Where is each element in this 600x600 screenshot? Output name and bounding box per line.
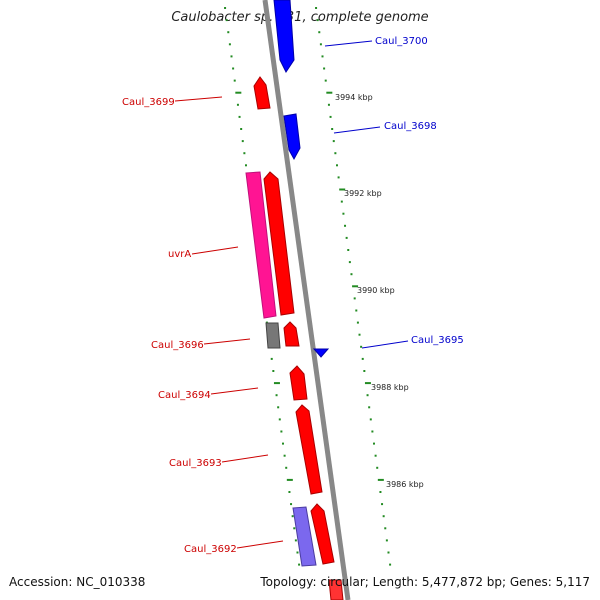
gene-caul-3694[interactable] xyxy=(289,365,308,401)
connector-caul-3696 xyxy=(203,338,251,345)
gene-purple[interactable] xyxy=(292,506,317,567)
gene-bottom[interactable] xyxy=(328,579,344,600)
connector-caul-3694 xyxy=(210,387,259,395)
scale-label: 3988 kbp xyxy=(371,383,409,392)
scale-label: 3992 kbp xyxy=(344,189,382,198)
connector-caul-3699 xyxy=(174,96,223,102)
connector-caul-3693 xyxy=(221,454,269,463)
label-caul-3695[interactable]: Caul_3695 xyxy=(411,335,464,346)
label-caul-3699[interactable]: Caul_3699 xyxy=(122,97,175,108)
accession-text: Accession: NC_010338 xyxy=(9,575,146,589)
gene-grey-3696[interactable] xyxy=(265,322,281,349)
gene-caul-3695[interactable] xyxy=(312,348,330,358)
topology-text: Topology: circular; Length: 5,477,872 bp… xyxy=(260,575,590,589)
map-title: Caulobacter sp. K31, complete genome xyxy=(171,10,429,25)
scale-label: 3986 kbp xyxy=(386,480,424,489)
connector-caul-3695 xyxy=(361,340,409,349)
gene-caul-3692[interactable] xyxy=(310,503,335,565)
gene-caul-3700[interactable] xyxy=(273,0,295,73)
genome-backbone xyxy=(262,0,351,600)
gene-caul-3693[interactable] xyxy=(295,404,323,495)
label-caul-3698[interactable]: Caul_3698 xyxy=(384,121,437,132)
label-caul-3694[interactable]: Caul_3694 xyxy=(158,390,211,401)
label-caul-3692[interactable]: Caul_3692 xyxy=(184,544,237,555)
connector-uvra xyxy=(191,246,239,255)
label-caul-3696[interactable]: Caul_3696 xyxy=(151,340,204,351)
label-caul-3700[interactable]: Caul_3700 xyxy=(375,36,428,47)
connector-caul-3698 xyxy=(333,126,381,134)
scale-label: 3994 kbp xyxy=(335,93,373,102)
scale-label: 3990 kbp xyxy=(357,286,395,295)
gene-caul-3699[interactable] xyxy=(253,76,271,110)
connector-caul-3692 xyxy=(236,540,284,549)
gene-caul-3696[interactable] xyxy=(283,321,300,347)
gene-uvra[interactable] xyxy=(245,171,277,319)
label-uvra[interactable]: uvrA xyxy=(168,249,191,260)
gene-caul-3698[interactable] xyxy=(283,113,301,161)
right-tick-track xyxy=(315,7,392,566)
gene-caul-3697[interactable] xyxy=(263,171,295,316)
label-caul-3693[interactable]: Caul_3693 xyxy=(169,458,222,469)
connector-caul-3700 xyxy=(324,40,373,47)
